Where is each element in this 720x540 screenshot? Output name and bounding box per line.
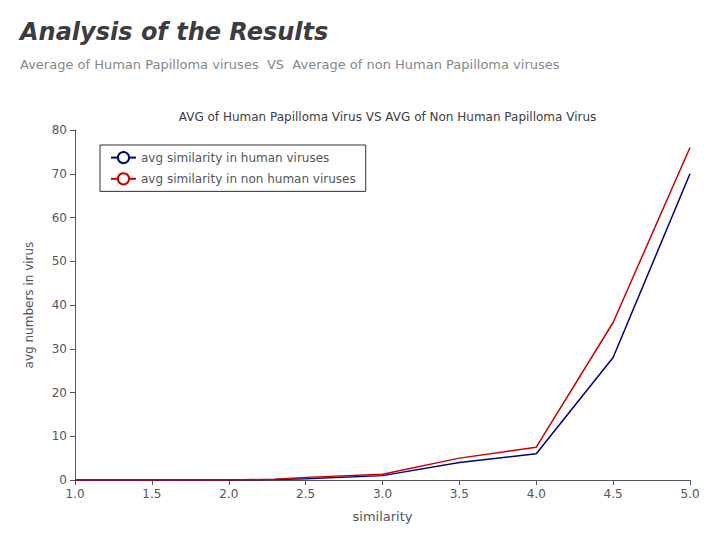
svg-text:4.0: 4.0 <box>527 487 546 501</box>
svg-text:3.0: 3.0 <box>373 487 392 501</box>
svg-text:70: 70 <box>52 167 67 181</box>
svg-text:1.0: 1.0 <box>65 487 84 501</box>
svg-text:1.5: 1.5 <box>142 487 161 501</box>
svg-text:20: 20 <box>52 386 67 400</box>
svg-text:avg numbers in virus: avg numbers in virus <box>22 242 36 369</box>
svg-text:4.5: 4.5 <box>604 487 623 501</box>
svg-text:10: 10 <box>52 429 67 443</box>
svg-text:60: 60 <box>52 211 67 225</box>
svg-text:Average of Human Papilloma vir: Average of Human Papilloma viruses VS Av… <box>20 57 560 72</box>
svg-text:avg similarity in non human vi: avg similarity in non human viruses <box>141 172 356 186</box>
svg-text:40: 40 <box>52 298 67 312</box>
svg-text:Analysis of the Results: Analysis of the Results <box>18 18 328 46</box>
svg-text:50: 50 <box>52 254 67 268</box>
svg-text:0: 0 <box>59 473 67 487</box>
svg-text:2.0: 2.0 <box>219 487 238 501</box>
svg-text:5.0: 5.0 <box>680 487 699 501</box>
svg-text:AVG of Human Papilloma Virus V: AVG of Human Papilloma Virus VS AVG of N… <box>179 110 597 124</box>
svg-text:similarity: similarity <box>353 509 413 524</box>
svg-text:2.5: 2.5 <box>296 487 315 501</box>
svg-text:avg similarity in human viruse: avg similarity in human viruses <box>141 151 329 165</box>
svg-text:30: 30 <box>52 342 67 356</box>
svg-text:80: 80 <box>52 123 67 137</box>
svg-text:3.5: 3.5 <box>450 487 469 501</box>
